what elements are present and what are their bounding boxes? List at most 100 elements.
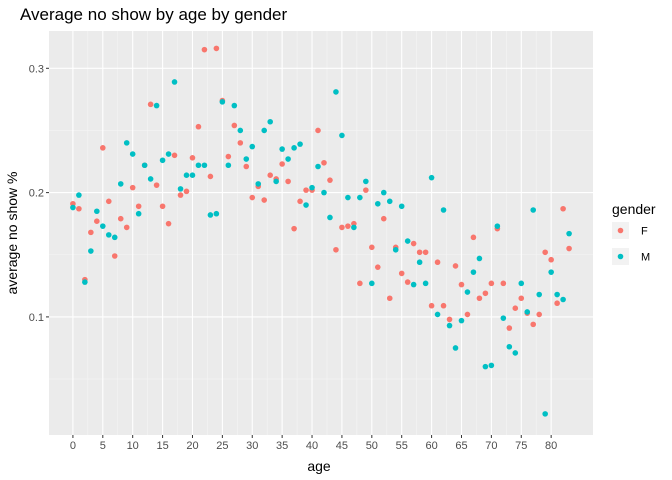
data-point-m (243, 156, 250, 162)
data-point-m (273, 178, 279, 185)
legend: gender F M (612, 201, 656, 265)
data-point-f (100, 145, 106, 151)
data-point-m (123, 140, 130, 146)
data-point-m (135, 210, 142, 217)
data-point-m (506, 343, 513, 350)
data-point-f (279, 161, 285, 167)
data-point-m (422, 280, 429, 287)
data-point-f (470, 234, 477, 241)
minor-grid (49, 31, 593, 435)
data-point-f (231, 122, 238, 129)
data-point-m (357, 194, 363, 201)
data-point-f (195, 123, 202, 130)
x-tick-label: 30 (246, 440, 258, 452)
data-point-m (76, 192, 82, 198)
data-point-f (452, 263, 459, 269)
data-point-m (207, 212, 214, 218)
data-point-m (147, 176, 154, 182)
x-tick-label: 10 (127, 440, 139, 452)
data-point-m (261, 127, 268, 134)
data-point-f (207, 173, 214, 180)
data-point-m (129, 151, 136, 157)
data-point-m (165, 151, 172, 157)
data-point-f (357, 280, 363, 287)
data-point-f (530, 321, 537, 328)
data-point-f (261, 197, 268, 203)
data-point-m (195, 162, 202, 169)
data-point-f (249, 194, 256, 201)
data-point-f (243, 163, 250, 170)
data-point-f (476, 295, 483, 302)
y-tick-label: 0.3 (29, 63, 44, 75)
data-point-m (464, 289, 471, 295)
data-point-m (416, 259, 423, 266)
data-point-m (82, 279, 88, 285)
data-point-m (386, 198, 393, 205)
data-point-f (327, 177, 333, 183)
data-point-f (428, 302, 435, 309)
data-point-m (327, 214, 333, 221)
data-point-m (524, 309, 531, 315)
data-point-m (105, 232, 112, 238)
data-point-f (560, 205, 566, 212)
data-point-f (177, 192, 184, 198)
y-axis-title: average no show % (4, 172, 20, 295)
x-tick-label: 5 (100, 440, 106, 452)
data-point-m (189, 172, 196, 178)
data-point-f (386, 295, 393, 302)
data-point-f (512, 305, 519, 312)
data-point-f (440, 302, 447, 309)
data-point-f (183, 188, 190, 195)
data-point-m (309, 184, 315, 191)
x-axis: 0 5 10 15 20 25 30 35 40 45 50 55 60 65 70 75 80 (70, 435, 557, 452)
data-point-f (398, 270, 405, 277)
data-point-f (404, 279, 411, 285)
data-point-f (201, 46, 208, 53)
data-point-f (105, 198, 112, 205)
legend-marker-f (617, 227, 624, 234)
data-point-m (117, 181, 124, 187)
data-point-f (189, 154, 196, 161)
x-axis-title: age (307, 458, 331, 474)
data-point-m (159, 157, 166, 164)
data-point-f (464, 311, 471, 318)
data-point-f (380, 215, 387, 222)
data-point-m (255, 181, 262, 187)
data-point-f (315, 127, 321, 134)
data-point-m (434, 311, 441, 318)
data-point-f (339, 224, 345, 231)
data-point-m (183, 172, 190, 178)
data-point-m (369, 280, 375, 287)
data-point-f (458, 281, 465, 288)
legend-marker-m (617, 253, 624, 260)
data-point-m (476, 255, 483, 262)
data-point-f (321, 159, 327, 166)
data-point-f (129, 184, 136, 191)
x-tick-label: 70 (485, 440, 497, 452)
data-point-m (303, 202, 309, 208)
x-tick-label: 50 (366, 440, 378, 452)
data-point-f (363, 187, 369, 193)
data-point-f (536, 311, 542, 318)
data-point-m (315, 163, 321, 170)
data-point-f (297, 198, 303, 205)
data-point-f (410, 240, 417, 247)
data-point-m (141, 162, 148, 169)
data-point-m (560, 296, 566, 303)
x-tick-label: 75 (515, 440, 527, 452)
series-m-points (70, 79, 572, 417)
data-point-f (500, 280, 507, 287)
data-point-f (153, 182, 160, 188)
data-point-m (111, 234, 118, 241)
data-point-f (506, 325, 513, 331)
data-point-f (88, 229, 94, 236)
data-point-m (488, 362, 495, 369)
data-point-m (518, 280, 525, 287)
data-point-f (267, 172, 273, 178)
data-point-m (470, 269, 477, 275)
data-point-m (363, 178, 369, 185)
data-point-m (321, 189, 327, 196)
data-point-m (404, 238, 411, 244)
data-point-f (213, 45, 220, 52)
